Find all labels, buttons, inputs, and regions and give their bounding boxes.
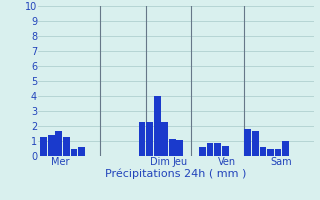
- X-axis label: Précipitations 24h ( mm ): Précipitations 24h ( mm ): [105, 169, 247, 179]
- Bar: [282, 141, 289, 156]
- Bar: [169, 139, 176, 156]
- Bar: [55, 130, 62, 156]
- Bar: [70, 148, 77, 156]
- Bar: [222, 146, 228, 156]
- Bar: [154, 96, 161, 156]
- Bar: [146, 121, 153, 156]
- Bar: [199, 147, 206, 156]
- Bar: [63, 137, 70, 156]
- Bar: [214, 142, 221, 156]
- Bar: [139, 121, 145, 156]
- Bar: [252, 130, 259, 156]
- Bar: [48, 135, 55, 156]
- Bar: [275, 148, 282, 156]
- Bar: [260, 147, 266, 156]
- Bar: [176, 140, 183, 156]
- Bar: [267, 148, 274, 156]
- Bar: [40, 137, 47, 156]
- Bar: [207, 143, 213, 156]
- Bar: [78, 147, 85, 156]
- Bar: [161, 121, 168, 156]
- Bar: [244, 129, 251, 156]
